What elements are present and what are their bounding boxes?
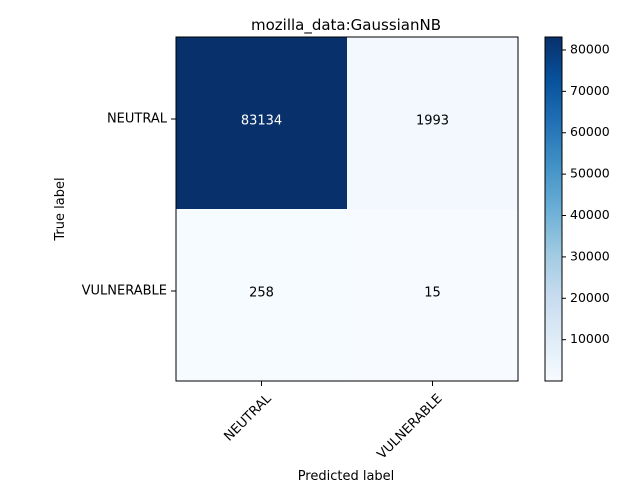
- colorbar-tick-label: 40000: [570, 207, 610, 222]
- cell-value-label: 15: [424, 286, 441, 301]
- cell-value-label: 83134: [241, 114, 282, 129]
- chart-title: mozilla_data:GaussianNB: [251, 16, 441, 35]
- colorbar: 10000 20000 30000 40000 50000 60000 70000 80000: [544, 36, 610, 382]
- heatmap-cell: [347, 37, 518, 209]
- x-axis-label: Predicted label: [298, 469, 395, 480]
- x-tick-label: NEUTRAL: [221, 391, 275, 445]
- y-axis-ticks: NEUTRAL VULNERABLE: [82, 112, 176, 299]
- x-tick-label: VULNERABLE: [375, 391, 446, 462]
- colorbar-tick-label: 60000: [570, 124, 610, 139]
- heatmap-cell-labels: 83134 1993 258 15: [241, 114, 449, 301]
- colorbar-tick-label: 20000: [570, 290, 610, 305]
- colorbar-gradient: [544, 36, 563, 382]
- heatmap-cell: [176, 37, 347, 209]
- x-axis-ticks: NEUTRAL VULNERABLE: [221, 381, 446, 462]
- colorbar-tick-label: 70000: [570, 83, 610, 98]
- y-tick-label: NEUTRAL: [107, 112, 168, 127]
- cell-value-label: 1993: [416, 114, 449, 129]
- heatmap-cells: [176, 37, 518, 381]
- heatmap-cell: [347, 209, 518, 381]
- plot-frame: [175, 36, 519, 382]
- colorbar-tick-label: 30000: [570, 248, 610, 263]
- y-tick-label: VULNERABLE: [82, 284, 167, 299]
- colorbar-tick-label: 10000: [570, 331, 610, 346]
- colorbar-ticks: 10000 20000 30000 40000 50000 60000 70000 80000: [562, 41, 610, 346]
- heatmap-cell: [176, 209, 347, 381]
- colorbar-tick-label: 80000: [570, 41, 610, 56]
- colorbar-tick-label: 50000: [570, 166, 610, 181]
- cell-value-label: 258: [249, 286, 274, 301]
- y-axis-label: True label: [53, 177, 68, 241]
